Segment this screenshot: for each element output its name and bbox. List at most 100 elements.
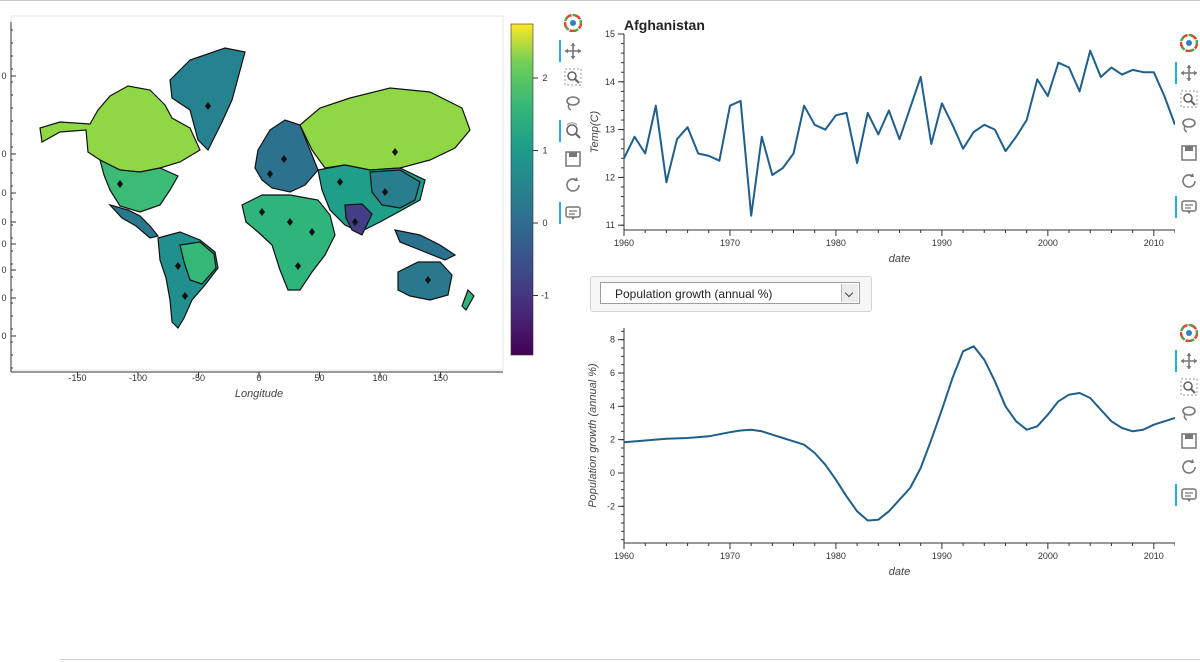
country-markers	[117, 102, 431, 300]
box-zoom-icon[interactable]	[564, 68, 582, 86]
marker[interactable]	[267, 170, 273, 178]
marker[interactable]	[259, 208, 265, 216]
marker[interactable]	[309, 228, 315, 236]
marker[interactable]	[382, 188, 388, 196]
lasso-icon[interactable]	[564, 94, 582, 112]
map-x-tick-label: -100	[129, 373, 147, 383]
y-tick-label: 8	[610, 335, 615, 345]
marker[interactable]	[287, 218, 293, 226]
reset-icon[interactable]	[564, 176, 582, 194]
x-tick-label: 2000	[1038, 238, 1058, 248]
indicator-select[interactable]: Population growth (annual %)	[600, 282, 860, 304]
box-zoom-icon[interactable]	[1180, 90, 1198, 108]
indicator-select-widget: Population growth (annual %)	[590, 276, 872, 312]
pan-icon[interactable]	[559, 40, 582, 62]
population-growth-line-chart[interactable]: 1960 1970 1980 1990 2000 2010 8 6 4 2 0 -2 date Popul…	[580, 322, 1175, 582]
country-usa[interactable]	[99, 158, 179, 213]
temperature-line-chart[interactable]: 1960 1970 1980 1990 2000 2010 11 12 13 14 15 date Te…	[580, 30, 1175, 270]
map-x-tick-label: -150	[68, 373, 86, 383]
y-tick-label: 2	[610, 435, 615, 445]
colorbar-tick-label: 1	[542, 146, 547, 156]
logo-icon[interactable]	[1179, 33, 1199, 53]
marker[interactable]	[182, 292, 188, 300]
x-tick-label: 2000	[1038, 551, 1058, 561]
marker[interactable]	[337, 178, 343, 186]
map-countries	[39, 47, 475, 329]
country-brazil[interactable]	[179, 241, 217, 285]
marker[interactable]	[295, 262, 301, 270]
colorbar	[510, 23, 534, 356]
country-mexico[interactable]	[108, 203, 160, 239]
country-australia[interactable]	[397, 261, 453, 301]
map-x-tick-label: -50	[192, 373, 205, 383]
map-y-tick-label: 0	[1, 293, 6, 303]
lasso-icon[interactable]	[1180, 404, 1198, 422]
x-tick-label: 1960	[614, 238, 634, 248]
x-tick-label: 1970	[720, 551, 740, 561]
y-tick-label: 4	[610, 401, 615, 411]
x-tick-label: 2010	[1144, 551, 1164, 561]
marker[interactable]	[392, 148, 398, 156]
map-y-tick-label: 0	[1, 331, 6, 341]
y-axis-label: Temp(C)	[589, 110, 601, 153]
country-greenland[interactable]	[169, 47, 246, 152]
hover-icon[interactable]	[1175, 196, 1198, 218]
map-x-axis-label: Longitude	[235, 388, 283, 400]
y-tick-label: 14	[605, 77, 615, 87]
save-icon[interactable]	[564, 150, 582, 168]
pan-icon[interactable]	[1175, 62, 1198, 84]
country-india[interactable]	[344, 203, 373, 236]
x-axis-label: date	[889, 253, 910, 265]
wheel-zoom-icon[interactable]	[559, 120, 582, 142]
y-axis-label: Population growth (annual %)	[587, 363, 599, 508]
colorbar-ticks: 2 1 0 -1	[533, 73, 549, 301]
indicator-select-value: Population growth (annual %)	[615, 287, 773, 301]
logo-icon[interactable]	[563, 13, 583, 33]
map-y-tick-label: 0	[1, 217, 6, 227]
map-y-tick-label: 0	[1, 71, 6, 81]
series-line[interactable]	[623, 49, 1175, 217]
marker[interactable]	[205, 102, 211, 110]
colorbar-tick-label: -1	[541, 291, 549, 301]
map-y-ticks: 0 0 0 0 0 0 0 0	[1, 29, 16, 369]
marker[interactable]	[117, 180, 123, 188]
y-tick-label: 12	[605, 172, 615, 182]
logo-icon[interactable]	[1179, 323, 1199, 343]
x-tick-label: 2010	[1144, 238, 1164, 248]
x-tick-label: 1980	[826, 238, 846, 248]
box-zoom-icon[interactable]	[1180, 378, 1198, 396]
reset-icon[interactable]	[1180, 172, 1198, 190]
window-bottom-border	[60, 659, 1200, 660]
country-canada[interactable]	[39, 85, 201, 173]
x-tick-label: 1960	[614, 551, 634, 561]
continent-africa[interactable]	[241, 194, 336, 291]
country-new-zealand[interactable]	[461, 288, 475, 311]
x-axis-label: date	[889, 566, 910, 578]
country-china[interactable]	[369, 169, 421, 209]
save-icon[interactable]	[1180, 144, 1198, 162]
pan-icon[interactable]	[1175, 350, 1198, 372]
marker[interactable]	[352, 218, 358, 226]
marker[interactable]	[425, 276, 431, 284]
x-tick-label: 1990	[932, 238, 952, 248]
hover-icon[interactable]	[559, 202, 582, 224]
chevron-down-icon[interactable]	[841, 284, 858, 302]
lasso-icon[interactable]	[1180, 116, 1198, 134]
map-x-tick-label: 50	[314, 373, 324, 383]
map-x-ticks: -150 -100 -50 0 50 100 150	[68, 372, 448, 383]
reset-icon[interactable]	[1180, 458, 1198, 476]
temp-chart-title: Afghanistan	[624, 17, 705, 33]
y-tick-label: 15	[605, 30, 615, 39]
colorbar-tick-label: 2	[542, 73, 547, 83]
y-tick-label: 0	[610, 468, 615, 478]
marker[interactable]	[281, 155, 287, 163]
region-southeast-asia[interactable]	[394, 229, 457, 261]
pop-toolbar	[1175, 323, 1200, 514]
hover-icon[interactable]	[1175, 484, 1198, 506]
marker[interactable]	[175, 262, 181, 270]
series-line[interactable]	[623, 345, 1175, 522]
y-tick-label: 11	[606, 220, 615, 230]
save-icon[interactable]	[1180, 432, 1198, 450]
x-tick-label: 1980	[826, 551, 846, 561]
